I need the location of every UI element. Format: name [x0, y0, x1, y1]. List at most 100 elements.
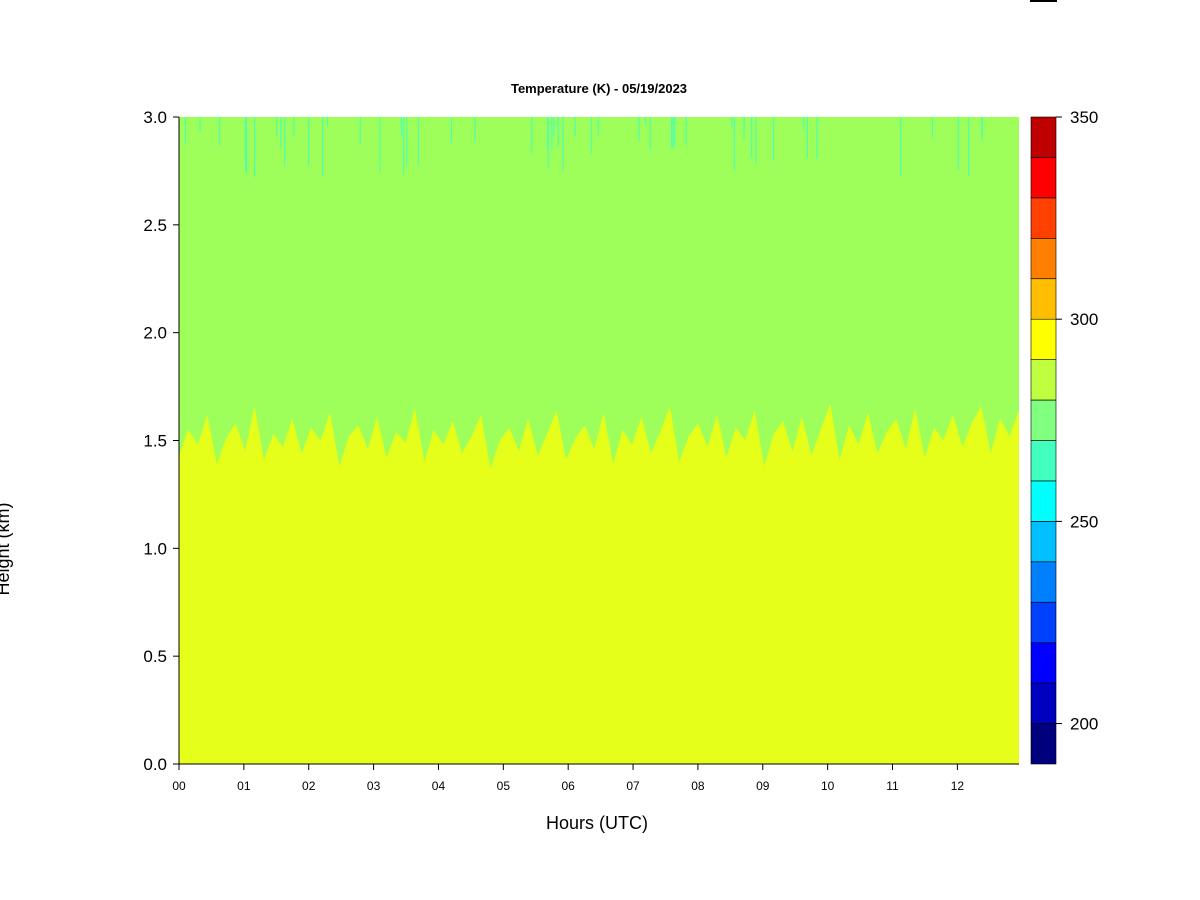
colorbar-segment [1030, 682, 1057, 724]
fringe-streak [644, 117, 646, 125]
fringe-streak [900, 117, 902, 176]
x-tick-label: 05 [497, 779, 511, 793]
fringe-streak [327, 117, 329, 127]
colorbar-segment [1030, 399, 1057, 441]
x-axis: 00 01 02 03 04 05 06 07 08 09 10 11 12 [172, 763, 1019, 793]
fringe-streak [649, 117, 651, 150]
fringe-streak [284, 117, 286, 167]
fringe-streak [219, 117, 221, 146]
colorbar-segment [1030, 197, 1057, 239]
fringe-streak [293, 117, 295, 136]
colorbar-segment [1030, 723, 1057, 765]
x-tick-label: 06 [562, 779, 576, 793]
fringe-streak [672, 117, 674, 149]
fringe-streak [685, 117, 687, 146]
fringe-streak [280, 117, 282, 148]
colorbar-segment [1030, 157, 1057, 199]
fringe-streak [403, 117, 405, 175]
colorbar-segment [1030, 116, 1057, 158]
fringe-streak [562, 117, 564, 171]
fringe-streak [450, 117, 453, 143]
colorbar-segment [1030, 318, 1057, 360]
fringe-streak [551, 117, 553, 151]
heatmap-plot-area [179, 117, 1019, 764]
x-axis-label: Hours (UTC) [546, 813, 648, 833]
fringe-streak [981, 117, 983, 141]
fringe-streak [308, 117, 310, 166]
fringe-streak [931, 117, 934, 138]
fringe-streak [400, 117, 402, 137]
y-tick-label: 3.0 [143, 108, 167, 127]
colorbar-segment [1030, 480, 1057, 522]
y-tick-label: 1.5 [143, 432, 167, 451]
colorbar-segment [1030, 238, 1057, 280]
fringe-streak [733, 117, 735, 171]
fringe-streak [184, 117, 187, 143]
fringe-streak [590, 117, 593, 154]
fringe-streak [322, 117, 324, 177]
y-axis: 0.0 0.5 1.0 1.5 2.0 2.5 3.0 [143, 108, 180, 774]
colorbar-segment [1030, 561, 1057, 603]
fringe-streak [671, 117, 673, 148]
fringe-streak [359, 117, 361, 145]
x-tick-label: 08 [691, 779, 705, 793]
fringe-streak [743, 117, 745, 139]
colorbar-segment [1030, 278, 1057, 320]
x-tick-label: 02 [302, 779, 316, 793]
fringe-streak [531, 117, 533, 154]
colorbar-segment [1030, 359, 1057, 401]
colorbar-tick-label: 300 [1070, 310, 1098, 329]
fringe-streak [254, 117, 256, 177]
x-tick-label: 03 [367, 779, 381, 793]
y-axis-label: Height (km) [0, 502, 13, 595]
x-tick-label: 07 [626, 779, 640, 793]
chart-title: Temperature (K) - 05/19/2023 [511, 81, 687, 96]
fringe-streak [806, 117, 808, 158]
fringe-streak [276, 117, 278, 137]
fringe-streak [772, 117, 775, 162]
fringe-streak [553, 117, 555, 136]
lower-layer-field [179, 403, 1019, 764]
fringe-streak [474, 117, 476, 143]
colorbar-tick-label: 250 [1070, 512, 1098, 531]
fringe-streak [751, 117, 753, 159]
fringe-streak [547, 117, 549, 169]
x-tick-label: 09 [756, 779, 770, 793]
y-tick-label: 2.0 [143, 324, 167, 343]
fringe-streak [406, 117, 408, 165]
fringe-streak [199, 117, 201, 132]
fringe-streak [245, 117, 247, 171]
y-tick-label: 0.5 [143, 647, 167, 666]
fringe-streak [574, 117, 576, 137]
colorbar-tick-label: 350 [1070, 108, 1098, 127]
fringe-streak [816, 117, 818, 159]
x-tick-label: 10 [821, 779, 835, 793]
fringe-streak [803, 117, 805, 131]
colorbar-segment [1030, 521, 1057, 563]
x-tick-label: 01 [237, 779, 251, 793]
fringe-streak [957, 117, 959, 170]
colorbar: 200 250 300 350 [1030, 108, 1098, 765]
colorbar-segment [1030, 601, 1057, 643]
x-tick-label: 12 [951, 779, 965, 793]
fringe-streak [731, 117, 733, 128]
colorbar-segment [1030, 440, 1057, 482]
fringe-streak [755, 117, 757, 164]
x-tick-label: 00 [172, 779, 186, 793]
fringe-streak [638, 117, 640, 142]
fringe-streak [417, 117, 420, 166]
y-tick-label: 1.0 [143, 539, 167, 558]
fringe-streak [557, 117, 559, 148]
y-tick-label: 0.0 [143, 755, 167, 774]
x-tick-label: 11 [886, 779, 899, 793]
x-tick-label: 04 [432, 779, 446, 793]
corner-mark [1030, 0, 1057, 2]
y-tick-label: 2.5 [143, 216, 167, 235]
fringe-streak [379, 117, 381, 172]
fringe-streak [597, 117, 599, 137]
fringe-streak [245, 117, 248, 174]
fringe-streak [967, 117, 970, 176]
fringe-streak [674, 117, 676, 146]
colorbar-tick-label: 200 [1070, 715, 1098, 734]
